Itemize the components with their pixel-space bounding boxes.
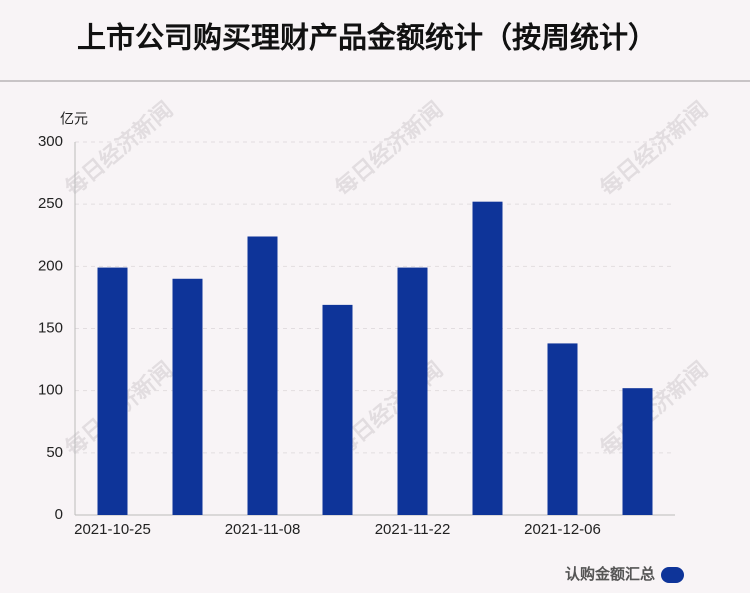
bar bbox=[97, 267, 128, 515]
x-tick-label: 2021-12-06 bbox=[524, 521, 601, 538]
bar bbox=[622, 388, 653, 515]
y-tick-label: 0 bbox=[55, 506, 63, 523]
bar bbox=[547, 343, 578, 515]
y-tick-label: 150 bbox=[38, 319, 63, 336]
bar bbox=[472, 201, 503, 515]
y-tick-label: 200 bbox=[38, 257, 63, 274]
x-tick-label: 2021-11-22 bbox=[375, 521, 451, 538]
y-tick-label: 250 bbox=[38, 195, 63, 212]
bar bbox=[172, 278, 203, 515]
y-tick-label: 100 bbox=[38, 382, 63, 399]
y-tick-label: 50 bbox=[46, 444, 63, 461]
y-unit: 亿元 bbox=[60, 111, 88, 127]
bar bbox=[322, 304, 353, 515]
chart-title: 上市公司购买理财产品金额统计（按周统计） bbox=[77, 21, 657, 55]
bar bbox=[397, 267, 428, 515]
x-tick-label: 2021-11-08 bbox=[225, 521, 301, 538]
x-tick-label: 2021-10-25 bbox=[74, 521, 151, 538]
y-tick-label: 300 bbox=[38, 133, 63, 150]
legend-swatch bbox=[661, 567, 684, 583]
legend-label: 认购金额汇总 bbox=[565, 565, 655, 583]
bar bbox=[247, 236, 278, 515]
